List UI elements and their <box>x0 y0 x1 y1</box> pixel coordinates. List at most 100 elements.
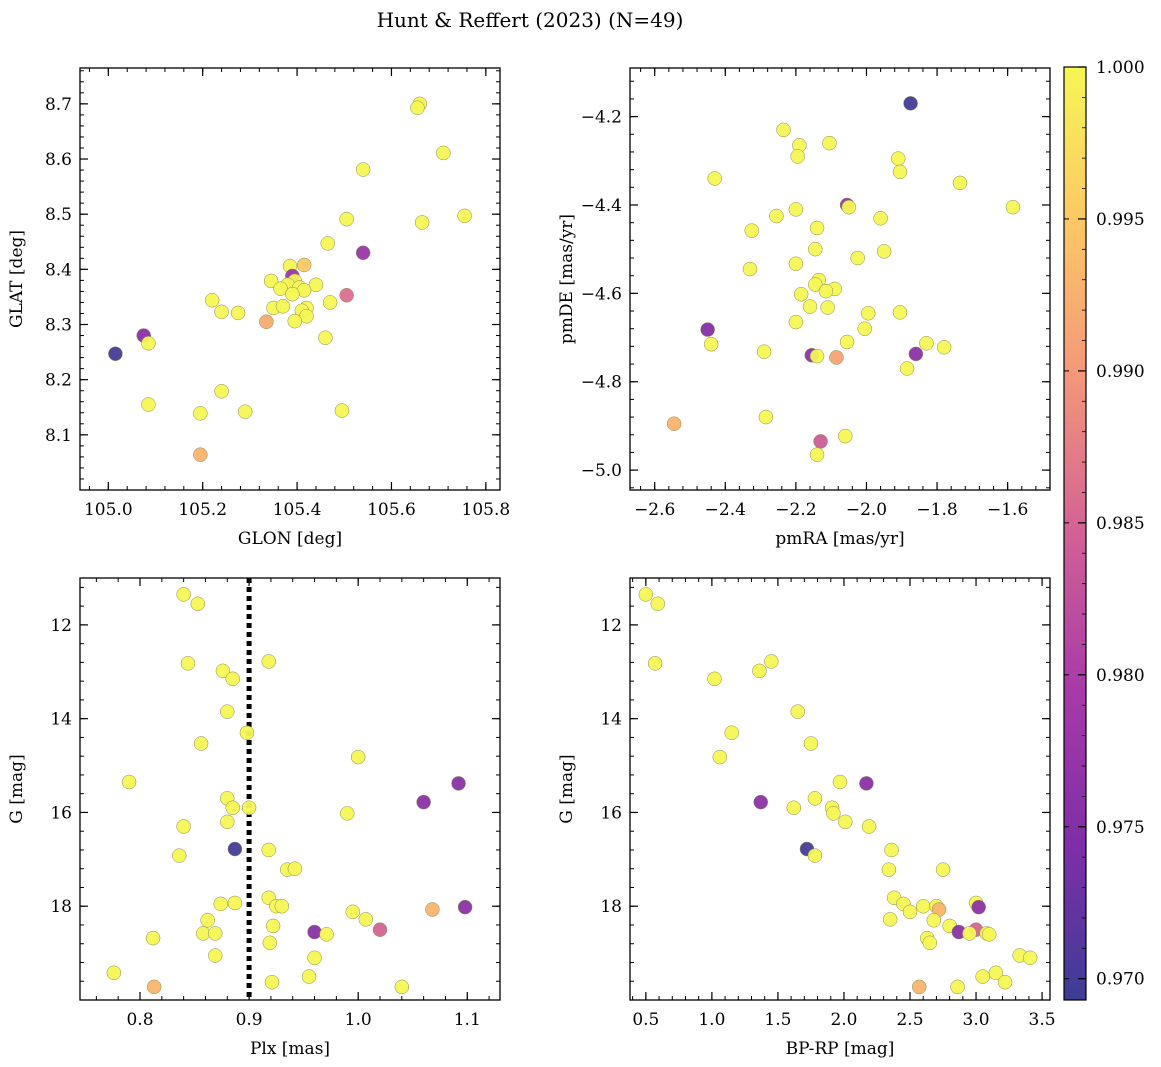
data-point <box>826 806 841 821</box>
y-tick-label: 8.1 <box>45 426 72 446</box>
colorbar-tick-label: 0.980 <box>1096 666 1145 686</box>
data-point <box>180 656 196 671</box>
data-point <box>339 288 354 303</box>
data-point <box>890 151 906 166</box>
data-point <box>176 819 191 834</box>
data-point <box>724 725 739 740</box>
x-tick-label: 0.5 <box>632 1010 659 1030</box>
data-point <box>808 241 823 257</box>
scatter-series <box>106 587 473 995</box>
data-point <box>712 749 728 765</box>
data-point <box>106 965 122 981</box>
data-point <box>265 918 281 934</box>
data-point <box>838 428 853 444</box>
x-tick-label: 3.0 <box>963 1010 990 1030</box>
data-point <box>786 800 802 816</box>
data-point <box>700 322 715 337</box>
data-point <box>410 100 425 115</box>
data-point <box>807 848 823 863</box>
data-point <box>274 898 290 914</box>
data-point <box>882 912 898 927</box>
x-tick-label: 0.9 <box>236 1010 263 1030</box>
y-tick-label: 8.3 <box>45 316 72 336</box>
axes-frame <box>79 67 501 491</box>
data-point <box>259 314 274 330</box>
data-point <box>881 862 897 877</box>
x-tick-label: 1.0 <box>345 1010 372 1030</box>
y-tick-label: 14 <box>50 710 72 730</box>
data-point <box>1005 199 1021 215</box>
data-point <box>884 842 899 858</box>
data-point <box>193 736 209 751</box>
figure-title: Hunt & Reffert (2023) (N=49) <box>377 8 684 32</box>
data-point <box>237 404 253 419</box>
data-point <box>108 346 123 361</box>
data-point <box>919 336 934 351</box>
data-point <box>922 935 938 951</box>
y-tick-label: −4.2 <box>581 108 622 128</box>
data-point <box>334 403 350 418</box>
data-point <box>220 704 235 719</box>
data-point <box>873 210 888 226</box>
data-point <box>287 861 303 876</box>
x-tick-label: 1.0 <box>698 1010 725 1030</box>
data-point <box>1022 950 1038 966</box>
data-point <box>296 257 312 273</box>
y-tick-label: −5.0 <box>581 461 622 481</box>
data-point <box>318 330 333 345</box>
data-point <box>261 654 276 669</box>
x-tick-label: 105.6 <box>367 500 416 520</box>
data-point <box>859 776 874 791</box>
data-point <box>860 305 876 321</box>
data-point <box>345 904 360 920</box>
colorbar-tick-label: 0.975 <box>1096 818 1145 838</box>
data-point <box>320 236 336 251</box>
data-point <box>215 663 231 679</box>
data-point <box>793 286 809 302</box>
color-magnitude-panel: 0.5 1.0 1.5 2.0 2.5 3.0 3.5 12 14 16 18 BP-RP [mag]… <box>557 577 1056 1059</box>
colorbar-tick-label: 0.985 <box>1096 514 1145 534</box>
data-point <box>355 162 371 177</box>
data-point <box>807 791 823 806</box>
data-point <box>997 974 1013 990</box>
data-point <box>193 406 208 421</box>
data-point <box>176 587 191 602</box>
data-point <box>436 145 451 161</box>
data-point <box>457 208 472 224</box>
data-point <box>752 663 767 679</box>
x-tick-label: −1.8 <box>916 500 957 520</box>
data-point <box>839 334 855 350</box>
data-point <box>264 974 280 990</box>
data-point <box>225 671 240 687</box>
data-point <box>818 283 834 299</box>
data-point <box>193 447 208 462</box>
colorbar-frame <box>1063 66 1087 1001</box>
x-axis-label: Plx [mas] <box>250 1039 330 1059</box>
proper-motion-panel: −2.6 −2.4 −2.2 −2.0 −1.8 −1.6 −5.0 −4.8 −4.6 −4.4… <box>557 67 1051 549</box>
scatter-series <box>638 587 1038 995</box>
colorbar-tick-label: 0.990 <box>1096 362 1145 382</box>
data-point <box>790 149 805 164</box>
data-point <box>776 122 791 138</box>
data-point <box>981 927 997 942</box>
data-point <box>820 300 835 315</box>
y-tick-label: 8.6 <box>45 150 72 170</box>
data-point <box>753 794 769 810</box>
data-point <box>809 447 825 462</box>
data-point <box>841 199 857 215</box>
data-point <box>809 220 825 236</box>
data-point <box>764 654 779 669</box>
data-point <box>903 96 918 111</box>
data-point <box>141 336 156 351</box>
data-point <box>261 842 276 858</box>
data-point <box>358 912 374 927</box>
x-tick-label: −2.0 <box>846 500 887 520</box>
data-point <box>214 304 229 320</box>
y-tick-label: 18 <box>600 897 622 917</box>
axes-frame <box>629 577 1051 1001</box>
data-point <box>372 922 388 937</box>
y-tick-label: −4.6 <box>581 284 622 304</box>
y-tick-label: 8.4 <box>45 260 72 280</box>
x-tick-label: 105.2 <box>178 500 227 520</box>
y-tick-label: 16 <box>50 803 72 823</box>
